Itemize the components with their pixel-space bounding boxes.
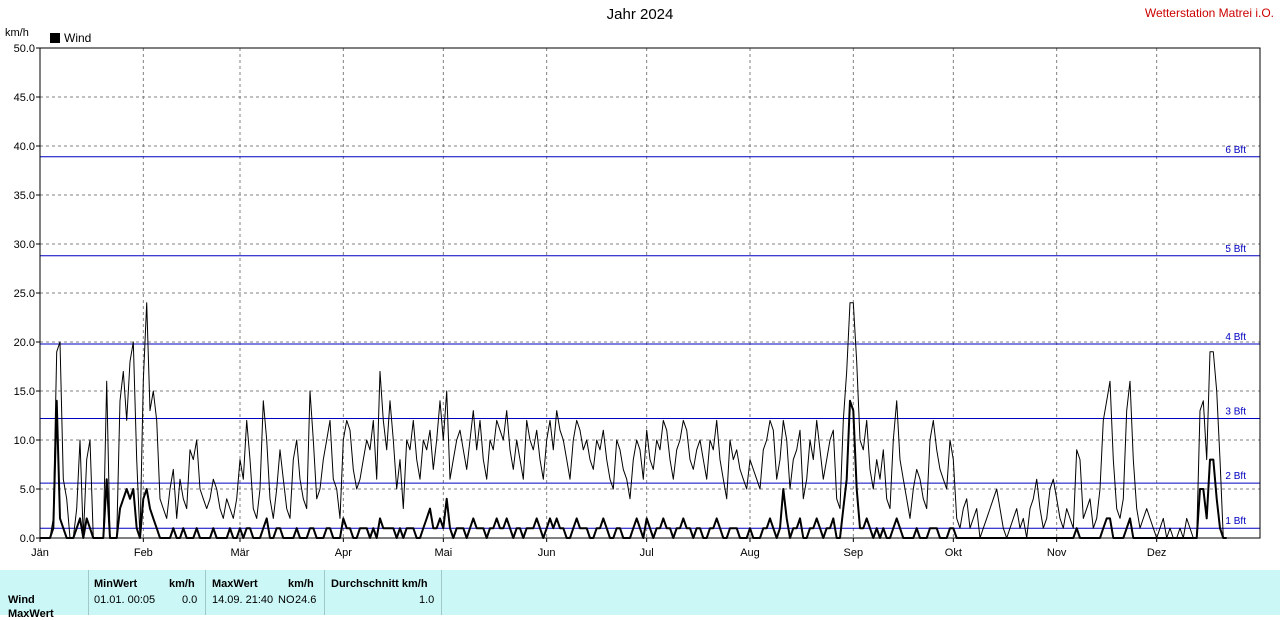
- beaufort-lines: 1 Bft 2 Bft 3 Bft 4 Bft 5 Bft 6 Bft: [40, 145, 1260, 529]
- min-unit: km/h: [169, 578, 195, 590]
- series-line-mean: [40, 399, 1227, 539]
- min-value: 0.0: [182, 594, 198, 606]
- wind-chart: 1 Bft 2 Bft 3 Bft 4 Bft 5 Bft 6 Bft 0.0 5.0 10.…: [14, 43, 1261, 559]
- beaufort-label: 3 Bft: [1225, 406, 1246, 417]
- divider: [88, 570, 89, 615]
- max-time: 14.09. 21:40: [212, 594, 274, 606]
- chart-title: Jahr 2024: [606, 6, 674, 23]
- x-tick-label: Mär: [231, 547, 250, 559]
- row-label: Wind: [8, 594, 35, 606]
- stats-panel: Wind MaxWert MinWert km/h 01.01. 00:05 0…: [0, 570, 1280, 620]
- beaufort-label: 4 Bft: [1225, 332, 1246, 343]
- avg-value: 1.0: [419, 594, 435, 606]
- grid-lines: [40, 48, 1260, 538]
- y-tick-label: 15.0: [14, 386, 35, 398]
- y-tick-label: 35.0: [14, 190, 35, 202]
- plot-frame: [39, 47, 1261, 539]
- y-tick-label: 20.0: [14, 337, 35, 349]
- beaufort-label: 6 Bft: [1225, 145, 1246, 156]
- x-tick-label: Okt: [945, 547, 962, 559]
- y-tick-labels: 0.0 5.0 10.0 15.0 20.0 25.0 30.0 35.0 40.0 45.0 50…: [14, 43, 40, 545]
- x-tick-label: Sep: [844, 547, 864, 559]
- max-unit: km/h: [288, 578, 314, 590]
- y-tick-label: 10.0: [14, 435, 35, 447]
- x-tick-label: Jän: [31, 547, 49, 559]
- series-line-gust: [40, 302, 1227, 539]
- y-tick-label: 30.0: [14, 239, 35, 251]
- y-tick-label: 25.0: [14, 288, 35, 300]
- y-tick-label: 45.0: [14, 92, 35, 104]
- x-tick-label: Dez: [1147, 547, 1167, 559]
- x-tick-label: Nov: [1047, 547, 1067, 559]
- x-tick-label: Jun: [538, 547, 556, 559]
- max-direction: NO: [278, 594, 295, 606]
- x-tick-labels: Jän Feb Mär Apr Mai Jun Jul Aug Sep Okt Nov Dez: [31, 538, 1166, 559]
- x-tick-label: Aug: [740, 547, 760, 559]
- divider: [441, 570, 442, 615]
- beaufort-label: 2 Bft: [1225, 471, 1246, 482]
- y-axis-unit: km/h: [5, 27, 29, 39]
- x-tick-label: Mai: [434, 547, 452, 559]
- min-header: MinWert: [94, 578, 138, 590]
- y-tick-label: 40.0: [14, 141, 35, 153]
- x-tick-label: Jul: [640, 547, 654, 559]
- x-tick-label: Apr: [335, 547, 352, 559]
- y-tick-label: 50.0: [14, 43, 35, 55]
- series-lines: [40, 302, 1227, 539]
- y-tick-label: 0.0: [20, 533, 35, 545]
- row2-label: MaxWert: [8, 608, 54, 620]
- beaufort-label: 1 Bft: [1225, 516, 1246, 527]
- avg-header: Durchschnitt km/h: [331, 578, 428, 590]
- divider: [205, 570, 206, 615]
- station-name: Wetterstation Matrei i.O.: [1144, 6, 1274, 20]
- legend-swatch: [50, 33, 60, 43]
- y-tick-label: 5.0: [20, 484, 35, 496]
- beaufort-label: 5 Bft: [1225, 244, 1246, 255]
- x-tick-label: Feb: [134, 547, 153, 559]
- max-header: MaxWert: [212, 578, 258, 590]
- divider: [324, 570, 325, 615]
- max-value: 24.6: [295, 594, 317, 606]
- min-time: 01.01. 00:05: [94, 594, 156, 606]
- legend: Wind: [50, 31, 91, 45]
- legend-label: Wind: [64, 31, 92, 45]
